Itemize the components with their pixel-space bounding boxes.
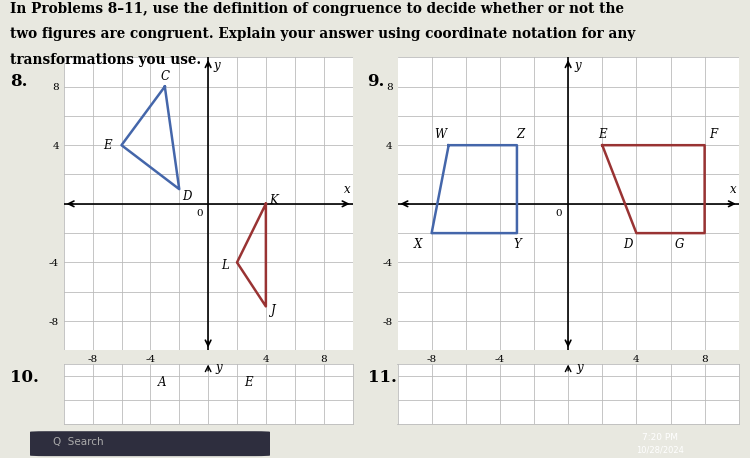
Text: 9.: 9. — [368, 73, 385, 90]
Text: 7:20 PM: 7:20 PM — [642, 433, 678, 442]
FancyBboxPatch shape — [30, 431, 270, 456]
Text: C: C — [160, 70, 170, 83]
Text: X: X — [414, 238, 422, 251]
Text: W: W — [434, 128, 446, 142]
Text: D: D — [182, 190, 191, 203]
Text: A: A — [158, 376, 166, 389]
Text: J: J — [271, 304, 275, 317]
Text: 11.: 11. — [368, 369, 396, 386]
Text: Y: Y — [513, 238, 520, 251]
Text: Z: Z — [516, 128, 524, 142]
Text: x: x — [344, 184, 351, 196]
Text: Q  Search: Q Search — [53, 437, 103, 447]
Text: K: K — [268, 194, 278, 207]
Text: y: y — [574, 59, 580, 72]
Text: y: y — [577, 361, 584, 374]
Text: 8.: 8. — [10, 73, 27, 90]
Text: x: x — [730, 184, 737, 196]
Text: 0: 0 — [556, 209, 562, 218]
Text: D: D — [623, 238, 632, 251]
Text: E: E — [103, 139, 111, 152]
Text: y: y — [215, 361, 222, 374]
Text: y: y — [213, 59, 220, 72]
Text: G: G — [674, 238, 684, 251]
Text: L: L — [221, 259, 230, 272]
Text: F: F — [709, 128, 717, 142]
Text: 10.: 10. — [10, 369, 39, 386]
Text: E: E — [244, 376, 253, 389]
Text: two figures are congruent. Explain your answer using coordinate notation for any: two figures are congruent. Explain your … — [10, 27, 635, 42]
Text: 0: 0 — [196, 209, 203, 218]
Text: In Problems 8–11, use the definition of congruence to decide whether or not the: In Problems 8–11, use the definition of … — [10, 2, 624, 16]
Text: transformations you use.: transformations you use. — [10, 53, 201, 67]
Text: E: E — [598, 128, 607, 142]
Text: 10/28/2024: 10/28/2024 — [636, 446, 684, 455]
